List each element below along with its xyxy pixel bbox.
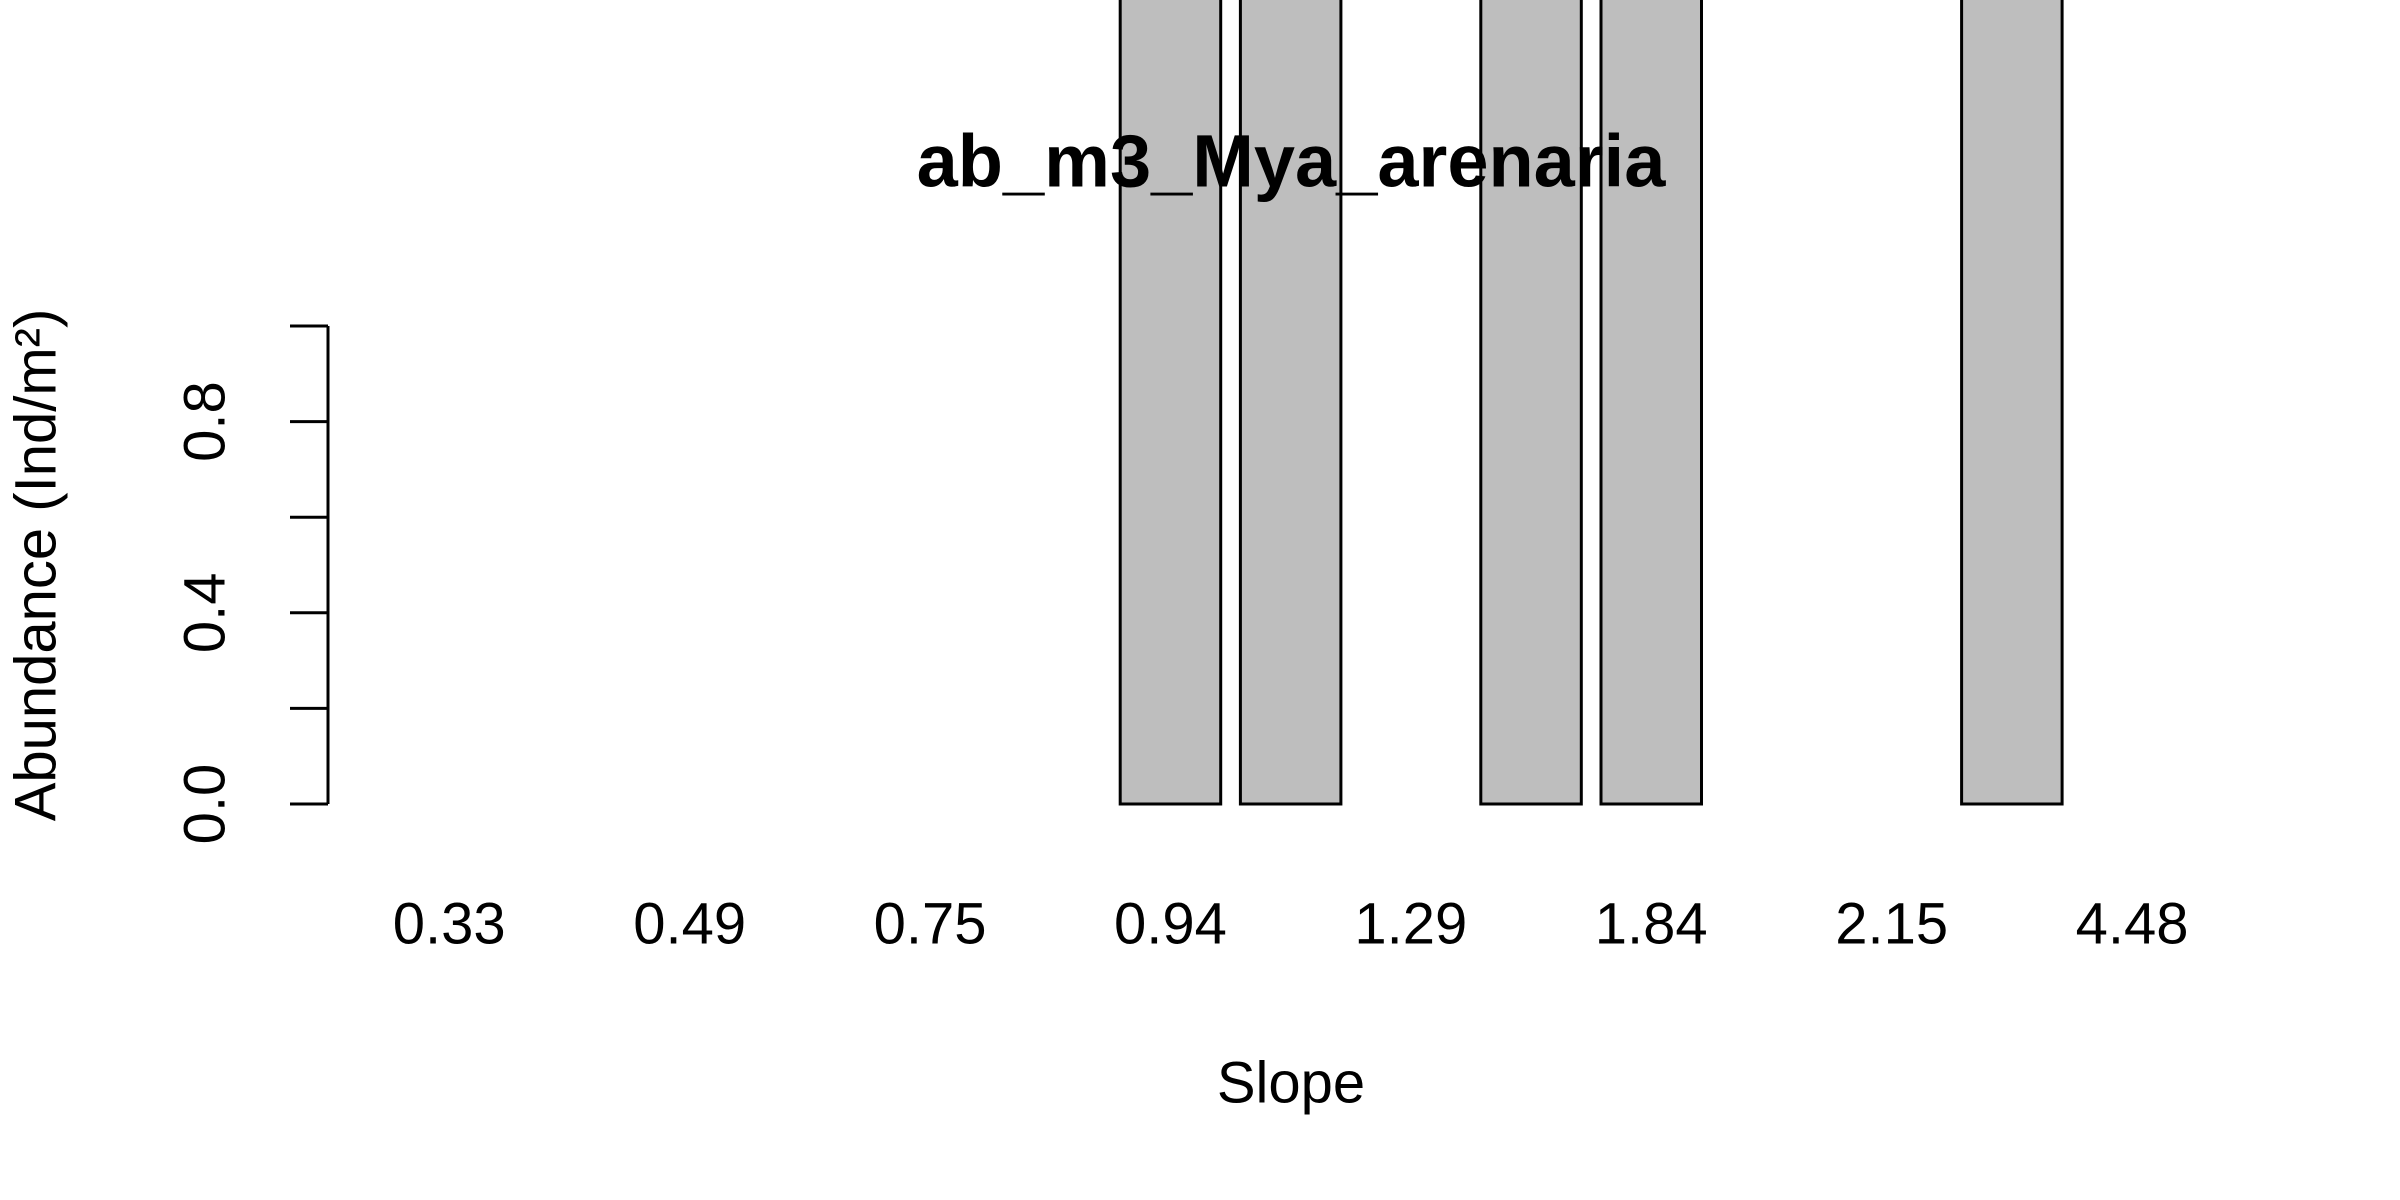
y-tick-label: 0.0 bbox=[172, 764, 237, 845]
x-tick-label: 4.48 bbox=[2076, 891, 2189, 956]
x-tick-label: 2.15 bbox=[1835, 891, 1948, 956]
x-tick-label: 0.75 bbox=[874, 891, 987, 956]
y-tick-label: 0.8 bbox=[172, 381, 237, 462]
y-axis-label: Abundance (Ind/m²) bbox=[3, 309, 68, 822]
x-tick-label: 0.33 bbox=[393, 891, 506, 956]
bar bbox=[1479, 0, 1583, 806]
bar bbox=[1118, 0, 1223, 806]
bars bbox=[1118, 0, 2064, 806]
x-tick-label: 0.94 bbox=[1114, 891, 1227, 956]
y-tick-label: 0.4 bbox=[172, 572, 237, 653]
x-tick-label: 1.29 bbox=[1354, 891, 1467, 956]
bar bbox=[1599, 0, 1703, 806]
bar bbox=[1238, 0, 1343, 806]
chart-title: ab_m3_Mya_arenaria bbox=[917, 120, 1667, 203]
bar bbox=[1960, 0, 2064, 806]
x-tick-label: 0.49 bbox=[633, 891, 746, 956]
x-axis-label: Slope bbox=[1217, 1050, 1365, 1115]
x-tick-label: 1.84 bbox=[1595, 891, 1708, 956]
